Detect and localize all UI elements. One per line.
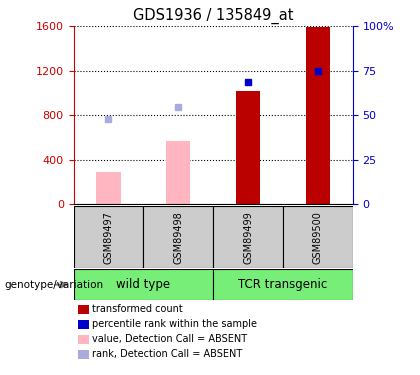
Text: wild type: wild type xyxy=(116,278,171,291)
Bar xyxy=(74,206,143,268)
Bar xyxy=(283,206,353,268)
Text: GSM89498: GSM89498 xyxy=(173,211,183,264)
Text: GSM89499: GSM89499 xyxy=(243,211,253,264)
Bar xyxy=(306,27,330,204)
Text: rank, Detection Call = ABSENT: rank, Detection Call = ABSENT xyxy=(92,350,243,359)
Text: GSM89497: GSM89497 xyxy=(103,211,113,264)
Text: transformed count: transformed count xyxy=(92,304,183,314)
Text: genotype/variation: genotype/variation xyxy=(4,280,103,290)
Bar xyxy=(143,206,213,268)
Text: percentile rank within the sample: percentile rank within the sample xyxy=(92,320,257,329)
Bar xyxy=(236,91,260,204)
Bar xyxy=(213,269,353,300)
Bar xyxy=(213,206,283,268)
Text: TCR transgenic: TCR transgenic xyxy=(239,278,328,291)
Bar xyxy=(96,172,121,204)
Bar xyxy=(166,141,190,204)
Text: GSM89500: GSM89500 xyxy=(313,211,323,264)
Title: GDS1936 / 135849_at: GDS1936 / 135849_at xyxy=(133,7,294,24)
Bar xyxy=(74,269,213,300)
Text: value, Detection Call = ABSENT: value, Detection Call = ABSENT xyxy=(92,334,247,344)
